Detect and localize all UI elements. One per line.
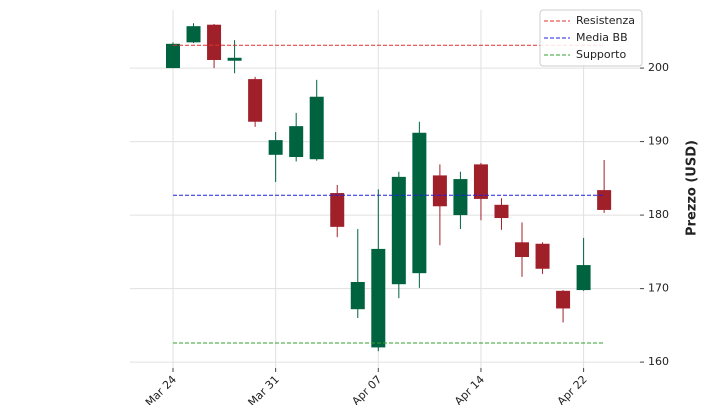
candle-body — [371, 248, 386, 348]
legend-label: Supporto — [576, 48, 626, 61]
candle-body — [309, 96, 324, 160]
candle-body — [166, 43, 180, 69]
candle-body — [432, 175, 447, 207]
candle-body — [556, 290, 571, 309]
candle-body — [473, 164, 488, 199]
legend-label: Resistenza — [576, 14, 635, 27]
candle-body — [207, 24, 222, 60]
legend-label: Media BB — [576, 31, 628, 44]
candle-body — [494, 204, 509, 219]
x-tick-label: Apr 14 — [452, 373, 487, 405]
candle-body — [515, 242, 530, 257]
candle-body — [535, 243, 550, 269]
y-tick-label: 200 — [648, 61, 669, 74]
legend-box — [539, 9, 643, 67]
candle-body — [597, 190, 612, 210]
candle-body — [227, 57, 242, 61]
candle-body — [186, 26, 201, 43]
x-tick-label: Mar 31 — [246, 373, 282, 405]
candle-body — [268, 140, 283, 155]
y-axis-label: Prezzo (USD) — [685, 140, 700, 236]
candle-body — [453, 179, 468, 216]
candle-body — [391, 176, 406, 285]
candle-body — [289, 126, 304, 158]
candle-body — [350, 281, 365, 310]
candle-body — [576, 265, 591, 291]
x-tick-label: Mar 24 — [143, 373, 179, 405]
x-tick-label: Apr 07 — [349, 373, 384, 405]
y-tick-label: 160 — [648, 355, 669, 368]
candle-body — [412, 132, 427, 274]
y-tick-label: 170 — [648, 282, 669, 295]
x-tick-label: Apr 22 — [555, 373, 590, 405]
candle-body — [248, 79, 263, 122]
candle-body — [330, 193, 345, 227]
y-tick-label: 180 — [648, 208, 669, 221]
y-tick-label: 190 — [648, 135, 669, 148]
